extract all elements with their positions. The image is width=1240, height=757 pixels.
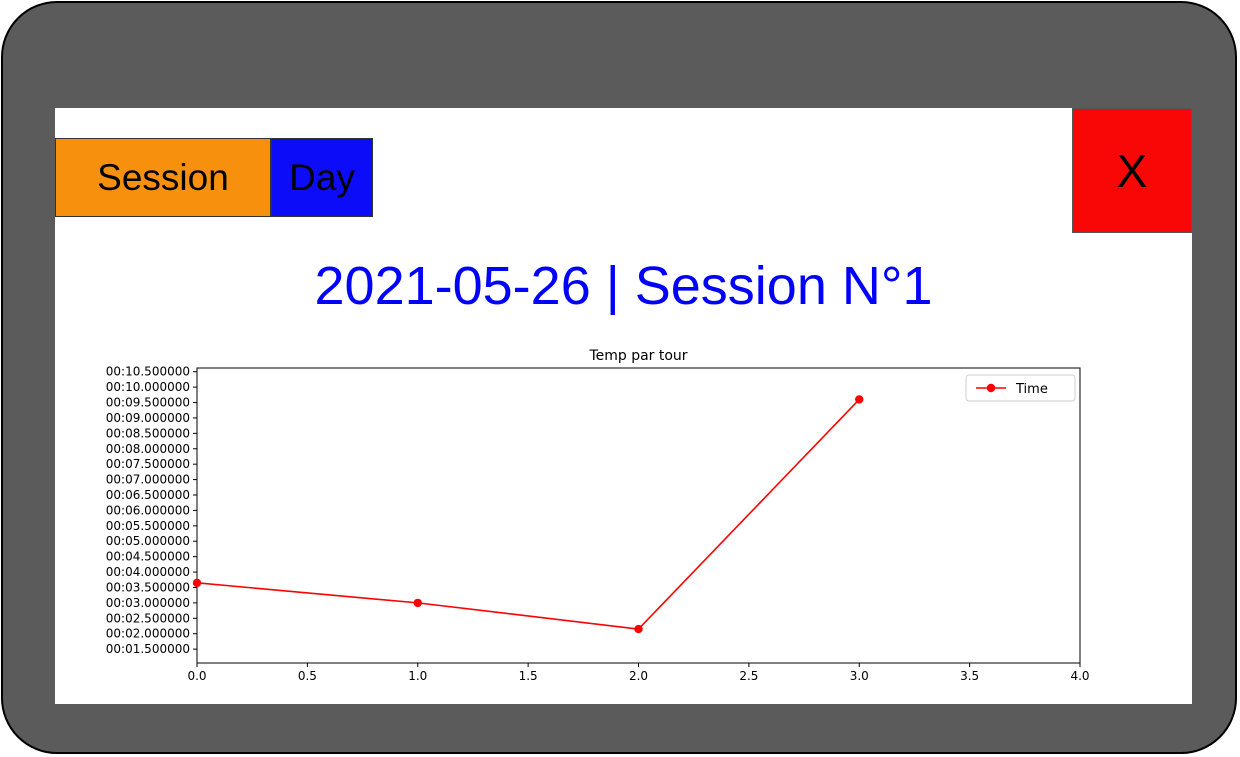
y-tick-label: 00:01.500000 (106, 642, 190, 656)
day-button[interactable]: Day (271, 138, 373, 217)
plot-area (196, 367, 1081, 664)
x-tick-label: 4.0 (1070, 669, 1089, 683)
y-tick-label: 00:02.500000 (106, 611, 190, 625)
y-tick-label: 00:03.000000 (106, 596, 190, 610)
y-tick-label: 00:05.500000 (106, 519, 190, 533)
series-line-time (196, 398, 860, 630)
y-tick-label: 00:10.500000 (106, 365, 190, 379)
x-tick-label: 3.0 (850, 669, 869, 683)
y-tick-label: 00:02.000000 (106, 627, 190, 641)
y-tick-label: 00:07.500000 (106, 457, 190, 471)
legend-marker (986, 383, 996, 393)
data-point (192, 578, 202, 588)
legend-label: Time (1015, 382, 1048, 397)
y-tick-label: 00:07.000000 (106, 473, 190, 487)
lap-time-chart: Temp par tour 0.0 0.5 1.0 1.5 2.0 2.5 3.0 3.5 4.0… (106, 348, 1090, 683)
session-title: 2021-05-26 | Session N°1 (314, 256, 933, 316)
y-tick-label: 00:10.000000 (106, 380, 190, 394)
y-tick-label: 00:04.000000 (106, 565, 190, 579)
x-tick-label: 1.0 (408, 669, 427, 683)
x-tick-label: 0.5 (298, 669, 317, 683)
data-point (413, 598, 422, 608)
y-tick-label: 00:05.000000 (106, 534, 190, 548)
y-tick-label: 00:08.500000 (106, 426, 190, 440)
y-tick-label: 00:06.000000 (106, 503, 190, 517)
session-button[interactable]: Session (55, 138, 271, 217)
x-tick-label: 1.5 (519, 669, 538, 683)
y-tick-label: 00:08.000000 (106, 442, 190, 456)
y-tick-label: 00:03.500000 (106, 580, 190, 594)
legend-box (965, 374, 1076, 402)
close-button[interactable]: X (1072, 108, 1192, 233)
app-screen: Session Day X 2021-05-26 | Session N°1 T… (55, 108, 1192, 704)
y-tick-label: 00:09.000000 (106, 411, 190, 425)
data-point (855, 395, 864, 404)
x-tick-label: 2.0 (629, 669, 648, 683)
y-tick-label: 00:06.500000 (106, 488, 190, 502)
y-tick-label: 00:04.500000 (106, 550, 190, 564)
x-tick-label: 2.5 (739, 669, 758, 683)
chart-title: Temp par tour (588, 348, 687, 364)
x-tick-label: 0.0 (187, 669, 206, 683)
data-point (634, 624, 643, 634)
x-tick-label: 3.5 (960, 669, 979, 683)
y-tick-label: 00:09.500000 (106, 396, 190, 410)
